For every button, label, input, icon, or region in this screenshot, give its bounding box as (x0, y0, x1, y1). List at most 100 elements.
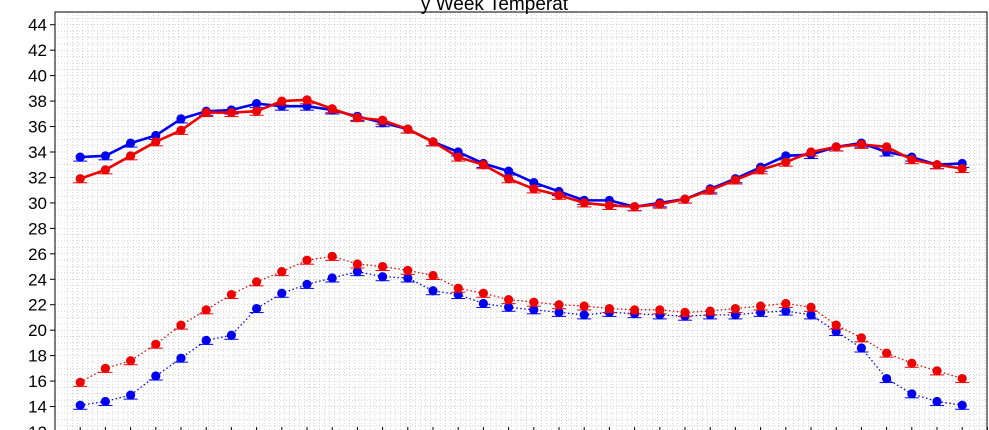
data-point (75, 400, 85, 410)
data-point (856, 333, 867, 343)
data-point (504, 174, 514, 184)
data-point (529, 184, 539, 194)
data-point (554, 300, 564, 310)
y-tick-label: 26 (28, 245, 47, 264)
y-tick-label: 34 (28, 143, 47, 162)
data-point (705, 185, 715, 195)
y-tick-label: 32 (28, 168, 47, 187)
data-point (302, 95, 312, 105)
plot-frame (54, 11, 988, 430)
data-point (756, 165, 766, 175)
y-tick-label: 28 (28, 219, 47, 238)
data-point (806, 147, 816, 157)
data-point (226, 107, 236, 118)
data-point (201, 335, 211, 345)
data-point (327, 251, 337, 261)
y-tick-label: 40 (28, 67, 47, 86)
y-tick-label: 12 (28, 423, 47, 430)
data-point (730, 303, 741, 314)
data-point (100, 151, 110, 161)
data-point (554, 190, 564, 200)
data-point (277, 267, 287, 277)
data-point (403, 273, 413, 283)
data-point (176, 353, 186, 363)
data-point (907, 358, 917, 368)
data-point (151, 130, 161, 141)
data-point (781, 151, 791, 161)
data-point (831, 320, 841, 330)
series-line-0 (80, 102, 963, 209)
y-tick-label: 30 (28, 194, 47, 213)
y-tick-label: 42 (28, 41, 47, 60)
y-tick-label: 20 (28, 321, 47, 340)
data-point (176, 125, 186, 135)
data-point (680, 307, 690, 317)
data-point (907, 155, 917, 165)
data-point (428, 137, 438, 147)
y-tick-label: 24 (28, 270, 47, 289)
data-point (252, 99, 262, 109)
data-point (176, 320, 186, 330)
data-point (529, 297, 539, 307)
y-tick-label: 38 (28, 92, 47, 111)
data-point (781, 157, 791, 167)
data-point (806, 302, 816, 312)
data-point (504, 302, 514, 312)
data-point (478, 298, 488, 309)
data-point (378, 261, 388, 272)
data-point (226, 289, 236, 300)
data-point (579, 310, 589, 320)
data-point (932, 160, 942, 170)
data-point (756, 301, 766, 311)
data-point (100, 396, 110, 407)
data-point (882, 373, 892, 384)
data-point (252, 277, 262, 287)
data-point (781, 298, 791, 309)
data-point (352, 113, 362, 123)
data-point (201, 305, 211, 315)
data-point (100, 165, 110, 175)
data-point (151, 137, 161, 147)
data-point (655, 199, 665, 209)
data-point (478, 160, 488, 170)
data-point (630, 305, 640, 315)
data-point (327, 273, 337, 283)
data-point (126, 151, 136, 161)
data-point (403, 124, 413, 134)
y-tick-label: 18 (28, 347, 47, 366)
data-point (151, 339, 161, 349)
data-point (604, 200, 615, 211)
data-point (730, 175, 741, 185)
data-point (277, 288, 287, 298)
data-point (252, 106, 262, 116)
data-point (856, 343, 867, 353)
data-point (856, 139, 867, 149)
data-point (604, 303, 615, 314)
data-point (529, 177, 539, 188)
chart-title: y Week Temperat (420, 0, 569, 15)
data-point (957, 400, 967, 410)
data-point (806, 310, 816, 320)
data-point (655, 305, 665, 315)
data-point (75, 174, 85, 184)
data-point (680, 194, 690, 204)
data-point (882, 348, 892, 358)
y-tick-label: 22 (28, 296, 47, 315)
series-line-2 (80, 270, 963, 406)
y-tick-label: 16 (28, 372, 47, 391)
data-point (176, 114, 186, 124)
data-point (126, 356, 136, 366)
data-point (352, 267, 362, 277)
data-point (831, 142, 841, 152)
data-point (554, 307, 564, 317)
data-point (781, 306, 791, 316)
data-point (478, 288, 488, 298)
data-point (403, 265, 413, 275)
data-point (428, 270, 438, 281)
data-point (75, 377, 85, 387)
data-point (428, 286, 438, 296)
y-tick-label: 14 (28, 398, 47, 417)
data-point (453, 152, 463, 162)
